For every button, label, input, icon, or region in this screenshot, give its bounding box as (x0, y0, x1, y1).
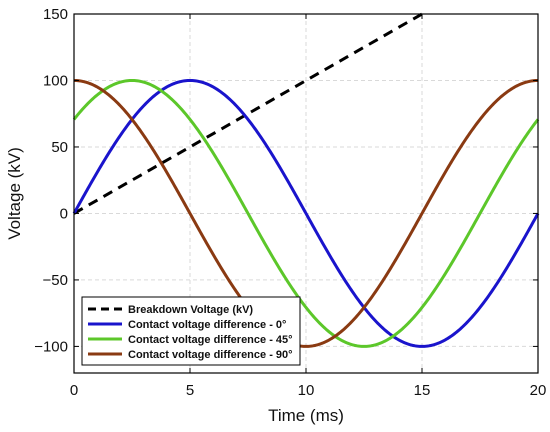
y-tick-label: 100 (43, 72, 68, 89)
legend-label: Contact voltage difference - 45° (128, 334, 293, 346)
ticks: 0 5 10 15 20 −100 −50 0 50 100 150 (34, 6, 546, 399)
x-tick-label: 15 (414, 382, 431, 399)
series-line-1 (72, 78, 540, 348)
series-line-2 (72, 78, 540, 348)
x-axis-label: Time (ms) (268, 406, 344, 425)
y-tick-label: −50 (43, 272, 68, 289)
series-layer (72, 12, 540, 348)
x-tick-label: 10 (298, 382, 315, 399)
x-tick-label: 5 (186, 382, 194, 399)
y-tick-label: −100 (34, 338, 68, 355)
x-tick-label: 0 (70, 382, 78, 399)
series-line-3 (73, 78, 539, 348)
legend: Breakdown Voltage (kV) Contact voltage di… (81, 296, 301, 366)
y-tick-label: 50 (51, 139, 68, 156)
legend-label: Contact voltage difference - 90° (128, 349, 293, 361)
legend-label: Breakdown Voltage (kV) (128, 304, 253, 316)
y-axis-label: Voltage (kV) (5, 147, 24, 240)
y-tick-label: 0 (60, 205, 68, 222)
legend-label: Contact voltage difference - 0° (128, 319, 286, 331)
x-tick-label: 20 (530, 382, 547, 399)
y-tick-label: 150 (43, 6, 68, 23)
